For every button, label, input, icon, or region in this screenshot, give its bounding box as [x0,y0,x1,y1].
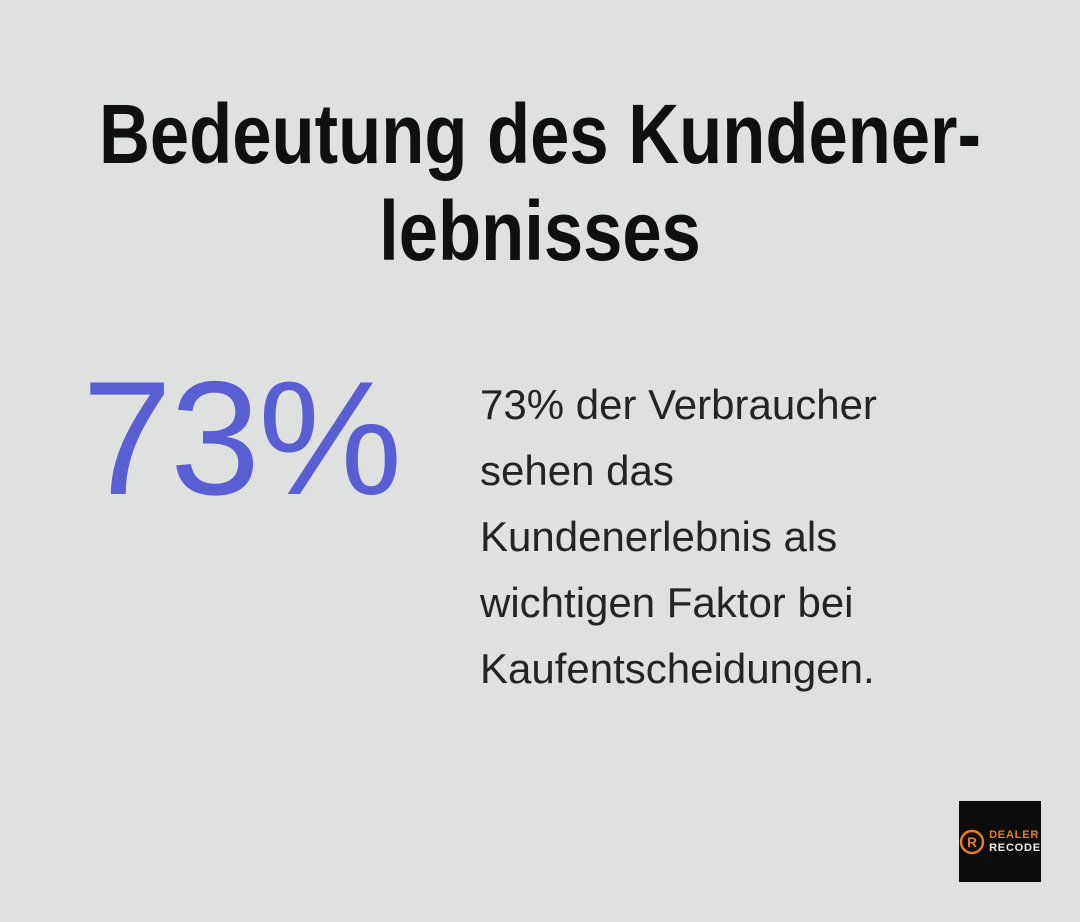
brand-logo-text-dealer: DEALER [989,828,1040,841]
brand-logo: R DEALER RECODE [959,801,1041,882]
svg-text:R: R [967,835,977,850]
r-badge-icon: R [959,829,985,855]
page-title-line-2: lebnisses [379,184,701,278]
brand-logo-text: DEALER RECODE [989,828,1041,854]
page-title: Bedeutung des Kundener- lebnisses [86,86,993,280]
stat-description: 73% der Verbraucher sehen das Kundenerle… [480,381,877,692]
page-title-line-1: Bedeutung des Kundener- [98,87,982,181]
brand-logo-text-recode: RECODE [989,841,1041,854]
stat-value: 73% [82,348,402,529]
